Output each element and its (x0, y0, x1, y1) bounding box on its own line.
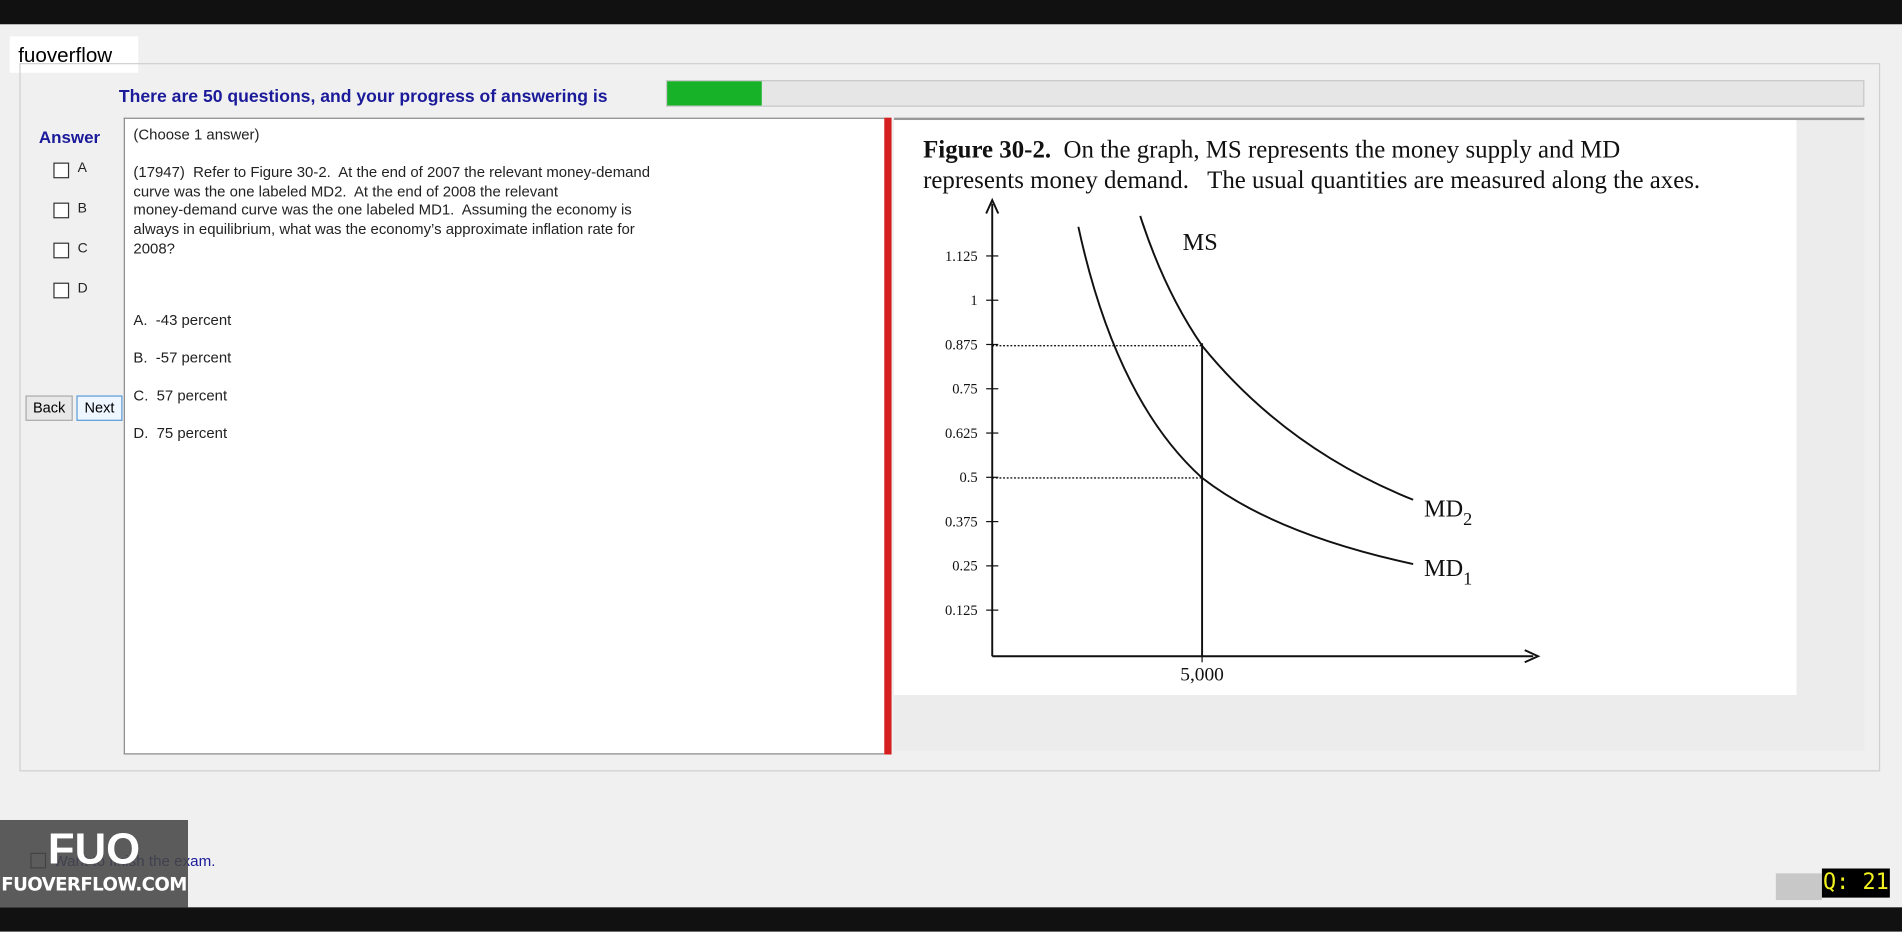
figure-caption: Figure 30-2. On the graph, MS represents… (923, 136, 1700, 197)
md1-label: MD1 (1424, 555, 1472, 588)
answer-checkbox[interactable] (53, 202, 70, 219)
y-tick-label: 0.375 (945, 514, 978, 530)
answer-option-label: C (77, 241, 88, 256)
md2-curve (1139, 215, 1414, 501)
y-tick-label: 0.75 (952, 382, 977, 398)
figure-panel (893, 120, 1797, 696)
instruction: (Choose 1 answer) (133, 126, 260, 144)
y-tick-label: 1 (970, 293, 977, 309)
md2-label: MD2 (1424, 496, 1472, 529)
ms-label: MS (1183, 229, 1218, 256)
back-button[interactable]: Back (25, 395, 73, 421)
md1-curve (1077, 226, 1414, 565)
y-tick-label: 0.125 (945, 603, 978, 619)
answer-checkbox[interactable] (53, 162, 70, 179)
answer-title: Answer (38, 127, 101, 147)
choice: C. 57 percent (133, 386, 228, 404)
x-tick-label: 5,000 (1180, 664, 1224, 685)
top-bar (0, 0, 1902, 25)
md1-text: MD (1424, 555, 1463, 582)
logo-small: FUOVERFLOW.COM (1, 873, 187, 896)
question-line: always in equilibrium, what was the econ… (133, 220, 635, 238)
choices: A. -43 percent B. -57 percent C. 57 percen… (133, 312, 231, 462)
caption-line: represents money demand. The usual quant… (923, 167, 1701, 195)
y-tick-label: 1.125 (945, 249, 978, 265)
answer-option-label: B (77, 201, 87, 216)
choice: D. 75 percent (133, 424, 228, 442)
question-panel: (Choose 1 answer) (17947) Refer to Figur… (123, 117, 885, 755)
next-button[interactable]: Next (76, 395, 123, 421)
main-panel (19, 63, 1881, 772)
question-line: (17947) Refer to Figure 30-2. At the end… (133, 163, 651, 181)
y-tick-label: 0.25 (952, 559, 977, 575)
app-label: fuoverflow (9, 36, 139, 73)
logo: FUO FUOVERFLOW.COM (0, 819, 189, 908)
md1-sub: 1 (1463, 569, 1472, 589)
y-tick-label: 0.875 (945, 337, 978, 353)
answer-checkbox[interactable] (53, 282, 70, 299)
progress-bar (665, 80, 1865, 107)
choice: A. -43 percent (133, 311, 232, 329)
question-line: curve was the one labeled MD2. At the en… (133, 182, 558, 200)
caption-line: On the graph, MS represents the money su… (1063, 137, 1621, 164)
x-arrow (1524, 649, 1541, 664)
caption-bold: Figure 30-2. (923, 137, 1052, 164)
choice: B. -57 percent (133, 349, 232, 367)
progress-fill (667, 81, 762, 106)
splitter (884, 117, 892, 755)
answer-option-label: D (77, 281, 88, 296)
bottom-bar (0, 907, 1902, 932)
y-arrow (985, 197, 1000, 214)
question-line: 2008? (133, 239, 175, 257)
answer-option-label: A (77, 161, 87, 176)
md2-text: MD (1424, 496, 1463, 523)
y-tick-label: 0.5 (959, 470, 977, 486)
y-tick-label: 0.625 (945, 426, 978, 442)
progress-text: There are 50 questions, and your progres… (118, 87, 608, 107)
question-text: (17947) Refer to Figure 30-2. At the end… (133, 164, 650, 259)
question-counter: Q: 21 (1821, 868, 1890, 898)
question-line: money-demand curve was the one labeled M… (133, 201, 632, 219)
answer-checkbox[interactable] (53, 242, 70, 259)
md2-sub: 2 (1463, 509, 1472, 529)
status-box (1775, 873, 1822, 901)
logo-big: FUO (47, 823, 141, 874)
